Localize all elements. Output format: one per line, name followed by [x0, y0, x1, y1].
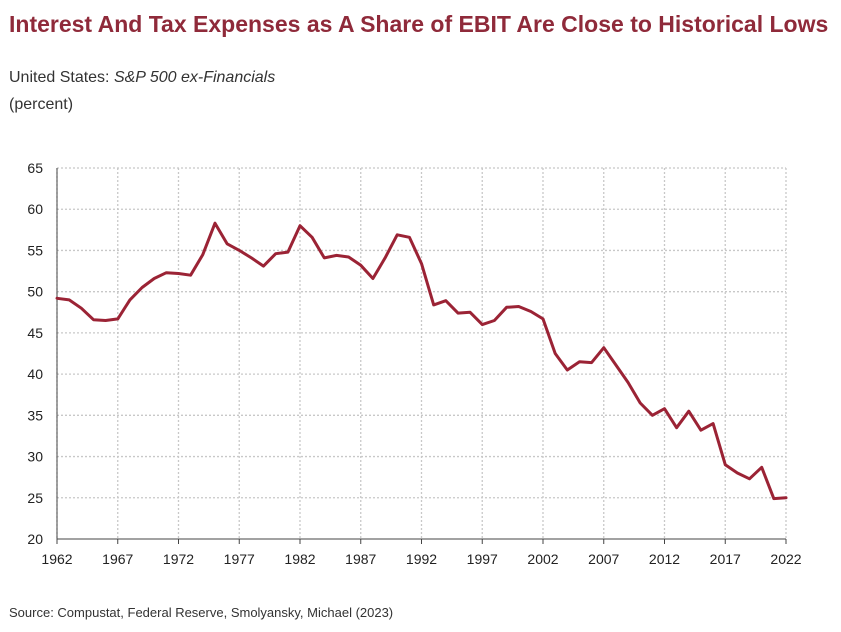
series-line-0: [55, 221, 788, 501]
grid-layer: [56, 167, 787, 539]
tick-label-layer: 20 25 30 35 40 45 50 55 60 65 1962 1967 1972 1977 1982…: [27, 160, 801, 567]
y-tick-label-60: 60: [27, 201, 43, 217]
x-tick-label-1962: 1962: [41, 551, 72, 567]
y-tick-label-30: 30: [27, 449, 43, 465]
x-tick-label-2022: 2022: [770, 551, 801, 567]
source-note: Source: Compustat, Federal Reserve, Smol…: [9, 605, 394, 620]
x-tick-label-1972: 1972: [163, 551, 194, 567]
y-tick-label-20: 20: [27, 531, 43, 547]
chart-title: Interest And Tax Expenses as A Share of …: [9, 11, 829, 37]
chart-subtitle: United States: S&P 500 ex-Financials: [9, 68, 275, 88]
x-tick-label-2007: 2007: [588, 551, 619, 567]
x-tick-label-2017: 2017: [710, 551, 741, 567]
series-layer: [55, 221, 788, 501]
x-tick-label-1992: 1992: [406, 551, 437, 567]
x-tick-label-1982: 1982: [284, 551, 315, 567]
x-tick-label-1997: 1997: [467, 551, 498, 567]
x-tick-label-1977: 1977: [224, 551, 255, 567]
y-tick-label-55: 55: [27, 242, 43, 258]
subtitle-prefix: United States:: [9, 69, 114, 86]
x-tick-label-1967: 1967: [102, 551, 133, 567]
unit-label: (percent): [9, 96, 74, 113]
x-tick-label-2012: 2012: [649, 551, 680, 567]
x-tick-label-1987: 1987: [345, 551, 376, 567]
y-tick-label-40: 40: [27, 366, 43, 382]
y-tick-label-65: 65: [27, 160, 43, 176]
axis-layer: [56, 168, 787, 544]
y-tick-label-45: 45: [27, 325, 43, 341]
y-tick-label-25: 25: [27, 490, 43, 506]
y-tick-label-35: 35: [27, 407, 43, 423]
x-tick-label-2002: 2002: [527, 551, 558, 567]
y-tick-label-50: 50: [27, 284, 43, 300]
line-chart: 20 25 30 35 40 45 50 55 60 65 1962 1967 1972 1977 1982…: [27, 160, 801, 567]
subtitle-italic: S&P 500 ex-Financials: [113, 69, 276, 86]
